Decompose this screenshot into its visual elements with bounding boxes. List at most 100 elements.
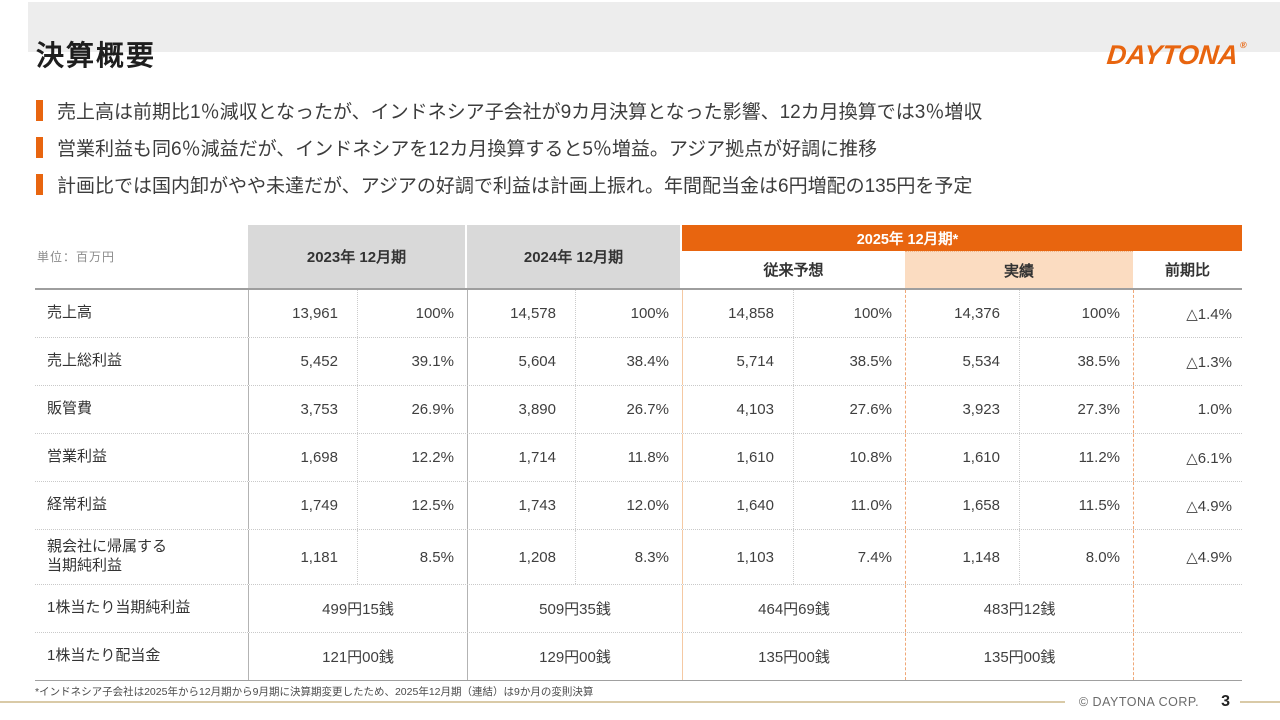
footer-divider (0, 701, 1280, 703)
row-label: 経常利益 (47, 496, 108, 514)
value-2024: 1,714 (467, 434, 575, 481)
value-2023: 1,698 (248, 434, 357, 481)
yoy-cell: △4.9% (1133, 482, 1242, 529)
value-actual: 1,610 (905, 434, 1019, 481)
value-forecast: 135円00銭 (682, 633, 905, 680)
percent-2024: 12.0% (575, 482, 682, 529)
unit-label: 単位：百万円 (37, 250, 116, 264)
row-label: 1株当たり当期純利益 (47, 599, 191, 617)
row-label: 営業利益 (47, 448, 108, 466)
bullet-text: 営業利益も同6％減益だが、インドネシアを12カ月換算すると5％増益。アジア拠点が… (57, 139, 878, 160)
value-2023: 3,753 (248, 386, 357, 433)
value-2023: 5,452 (248, 338, 357, 385)
percent-2023: 8.5% (357, 530, 467, 584)
value-forecast: 464円69銭 (682, 585, 905, 632)
percent-actual: 11.2% (1019, 434, 1133, 481)
copyright-text: © DAYTONA CORP. (1078, 695, 1200, 709)
value-2024: 14,578 (467, 290, 575, 337)
value-forecast: 1,103 (682, 530, 793, 584)
percent-actual: 11.5% (1019, 482, 1133, 529)
column-header-2025-band: 2025年 12月期* (682, 225, 1242, 251)
column-header-2024: 2024年 12月期 (467, 225, 680, 288)
table-row: 経常利益 1,749 12.5% 1,743 12.0% 1,640 11.0%… (35, 482, 1242, 530)
value-2024: 5,604 (467, 338, 575, 385)
row-label: 売上高 (47, 304, 93, 322)
bullet-item: 営業利益も同6％減益だが、インドネシアを12カ月換算すると5％増益。アジア拠点が… (36, 129, 982, 166)
value-2024: 129円00銭 (467, 633, 682, 680)
percent-forecast: 11.0% (793, 482, 905, 529)
percent-2024: 11.8% (575, 434, 682, 481)
percent-2023: 100% (357, 290, 467, 337)
percent-2023: 12.5% (357, 482, 467, 529)
bullet-marker-icon (36, 137, 43, 158)
percent-2024: 8.3% (575, 530, 682, 584)
value-actual: 3,923 (905, 386, 1019, 433)
value-actual: 1,658 (905, 482, 1019, 529)
bullet-marker-icon (36, 174, 43, 195)
percent-actual: 38.5% (1019, 338, 1133, 385)
footer-info: © DAYTONA CORP. 3 (1064, 691, 1240, 713)
value-forecast: 5,714 (682, 338, 793, 385)
value-2023: 499円15銭 (248, 585, 467, 632)
yoy-cell: △6.1% (1133, 434, 1242, 481)
table-row: 売上総利益 5,452 39.1% 5,604 38.4% 5,714 38.5… (35, 338, 1242, 386)
registered-mark-icon: ® (1239, 40, 1248, 50)
value-2023: 13,961 (248, 290, 357, 337)
percent-2023: 26.9% (357, 386, 467, 433)
table-row: 販管費 3,753 26.9% 3,890 26.7% 4,103 27.6% … (35, 386, 1242, 434)
footnote: *インドネシア子会社は2025年から12月期から9月期に決算期変更したため、20… (35, 686, 594, 698)
column-header-2025: 2025年 12月期* (856, 231, 959, 248)
subheader-yoy: 前期比 (1133, 251, 1242, 288)
daytona-logo: DAYTONA® (1106, 40, 1248, 71)
bullet-text: 計画比では国内卸がやや未達だが、アジアの好調で利益は計画上振れ。年間配当金は6円… (57, 176, 973, 197)
value-actual: 135円00銭 (905, 633, 1133, 680)
yoy-cell: △1.4% (1133, 290, 1242, 337)
percent-2024: 38.4% (575, 338, 682, 385)
table-row: 1株当たり当期純利益 499円15銭 509円35銭 464円69銭 483円1… (35, 585, 1242, 633)
table-row: 親会社に帰属する 当期純利益 1,181 8.5% 1,208 8.3% 1,1… (35, 530, 1242, 585)
summary-bullets: 売上高は前期比1％減収となったが、インドネシア子会社が9カ月決算となった影響、1… (36, 92, 982, 203)
bullet-text: 売上高は前期比1％減収となったが、インドネシア子会社が9カ月決算となった影響、1… (57, 102, 983, 123)
percent-forecast: 100% (793, 290, 905, 337)
bullet-item: 計画比では国内卸がやや未達だが、アジアの好調で利益は計画上振れ。年間配当金は6円… (36, 166, 982, 203)
yoy-cell: △1.3% (1133, 338, 1242, 385)
row-label: 親会社に帰属する 当期純利益 (47, 538, 168, 574)
yoy-cell: △4.9% (1133, 530, 1242, 584)
percent-actual: 8.0% (1019, 530, 1133, 584)
row-label: 売上総利益 (47, 352, 123, 370)
percent-actual: 100% (1019, 290, 1133, 337)
value-2023: 1,749 (248, 482, 357, 529)
percent-2023: 39.1% (357, 338, 467, 385)
value-2024: 1,743 (467, 482, 575, 529)
percent-2024: 26.7% (575, 386, 682, 433)
page-number: 3 (1221, 693, 1230, 710)
value-actual: 483円12銭 (905, 585, 1133, 632)
value-2024: 509円35銭 (467, 585, 682, 632)
row-label: 販管費 (47, 400, 93, 418)
percent-forecast: 27.6% (793, 386, 905, 433)
value-actual: 1,148 (905, 530, 1019, 584)
yoy-cell (1133, 633, 1242, 680)
value-forecast: 4,103 (682, 386, 793, 433)
yoy-cell (1133, 585, 1242, 632)
value-forecast: 14,858 (682, 290, 793, 337)
value-2024: 1,208 (467, 530, 575, 584)
table-header: 単位：百万円 2023年 12月期 2024年 12月期 2025年 12月期*… (35, 225, 1242, 290)
page-title: 決算概要 (36, 40, 157, 71)
percent-forecast: 38.5% (793, 338, 905, 385)
value-actual: 5,534 (905, 338, 1019, 385)
row-label: 1株当たり配当金 (47, 647, 161, 665)
percent-2023: 12.2% (357, 434, 467, 481)
bullet-marker-icon (36, 100, 43, 121)
title-band (28, 2, 1280, 52)
value-forecast: 1,640 (682, 482, 793, 529)
table-body: 売上高 13,961 100% 14,578 100% 14,858 100% … (35, 290, 1242, 681)
value-actual: 14,376 (905, 290, 1019, 337)
table-row: 営業利益 1,698 12.2% 1,714 11.8% 1,610 10.8%… (35, 434, 1242, 482)
table-row: 1株当たり配当金 121円00銭 129円00銭 135円00銭 135円00銭 (35, 633, 1242, 681)
percent-2024: 100% (575, 290, 682, 337)
percent-actual: 27.3% (1019, 386, 1133, 433)
subheader-actual: 実績 (905, 251, 1133, 288)
column-header-2023: 2023年 12月期 (248, 225, 465, 288)
